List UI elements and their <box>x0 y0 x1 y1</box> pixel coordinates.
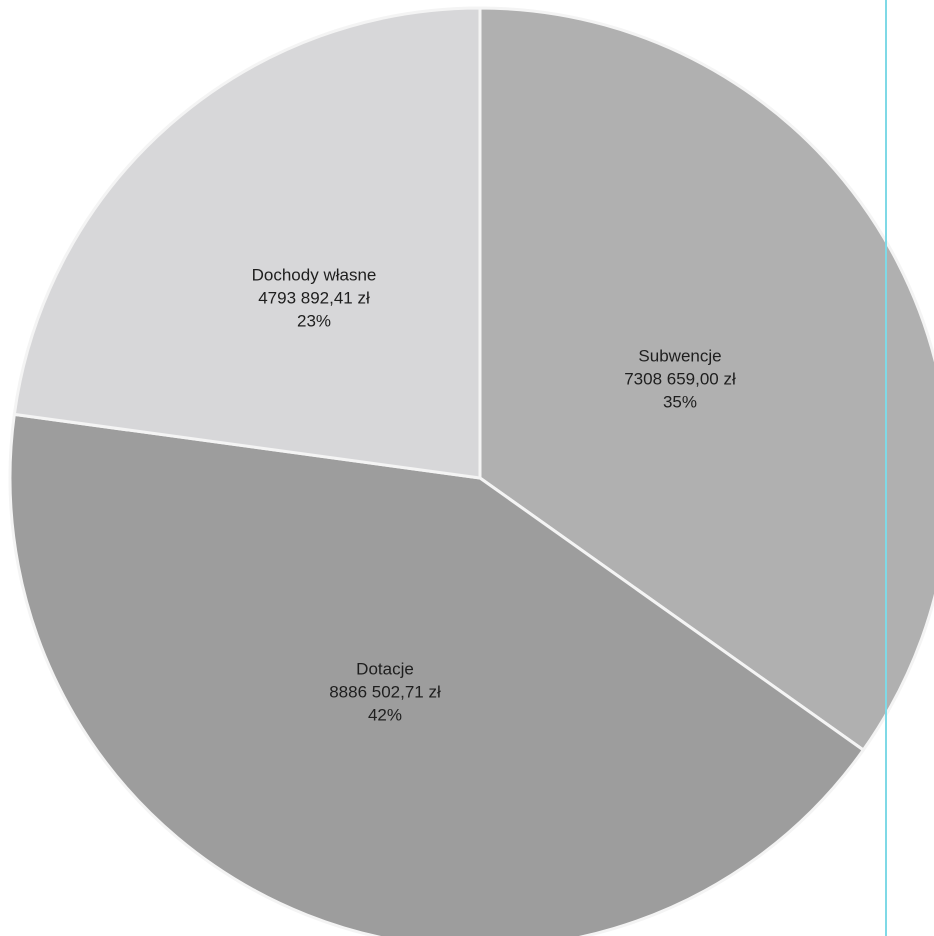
slice-label-subwencje-value: 7308 659,00 zł <box>624 369 736 389</box>
slice-label-dochody-wlasne-percent: 23% <box>296 311 332 331</box>
slice-label-dotacje-name: Dotacje <box>356 659 414 679</box>
slice-label-dotacje: Dotacje 8886 502,71 zł 42% <box>329 659 441 728</box>
pie-slice-dochody-wasne <box>12 6 482 480</box>
slice-label-dochody-wlasne-value: 4793 892,41 zł <box>258 288 370 308</box>
pie-slice-subwencje <box>478 6 934 752</box>
slice-label-dotacje-value: 8886 502,71 zł <box>329 682 441 702</box>
slice-label-dochody-wlasne: Dochody własne 4793 892,41 zł 23% <box>252 265 377 334</box>
slice-label-subwencje-name: Subwencje <box>638 346 722 366</box>
slice-label-subwencje: Subwencje 7308 659,00 zł 35% <box>624 346 736 415</box>
page-edge-line <box>885 0 887 936</box>
slice-label-dochody-wlasne-name: Dochody własne <box>251 265 377 285</box>
pie-slice-dotacje <box>8 412 865 936</box>
slice-label-dotacje-percent: 42% <box>367 705 403 725</box>
slice-label-subwencje-percent: 35% <box>662 392 698 412</box>
